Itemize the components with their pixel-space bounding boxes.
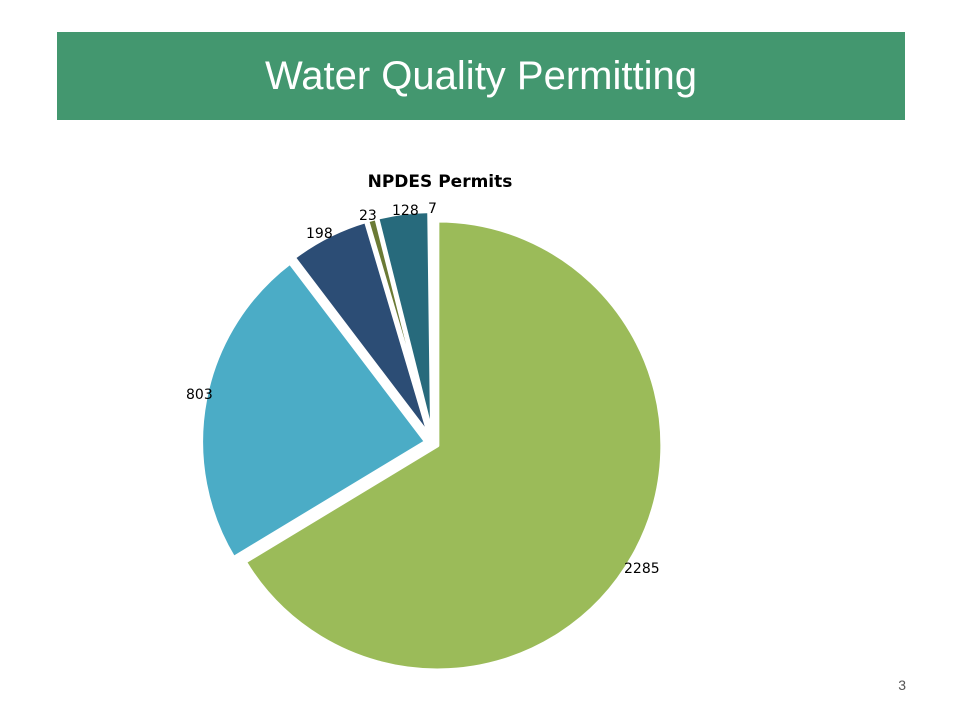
pie-slice-7 [428,208,435,438]
pie-slice-2285 [242,218,665,673]
data-label-803: 803 [186,387,213,403]
chart-title: NPDES Permits [368,172,513,192]
slide-title: Water Quality Permitting [265,53,697,98]
data-label-23: 23 [359,208,377,224]
data-label-7: 7 [428,201,437,217]
pie-data-labels: 2285 803 198 23 128 7 [186,201,660,577]
pie-slice-803 [199,260,429,561]
title-banner: Water Quality Permitting [57,32,905,120]
data-label-2285: 2285 [624,561,660,577]
data-label-198: 198 [306,226,333,242]
page-number: 3 [898,677,906,693]
data-label-128: 128 [392,203,419,219]
pie-slices [199,208,665,673]
